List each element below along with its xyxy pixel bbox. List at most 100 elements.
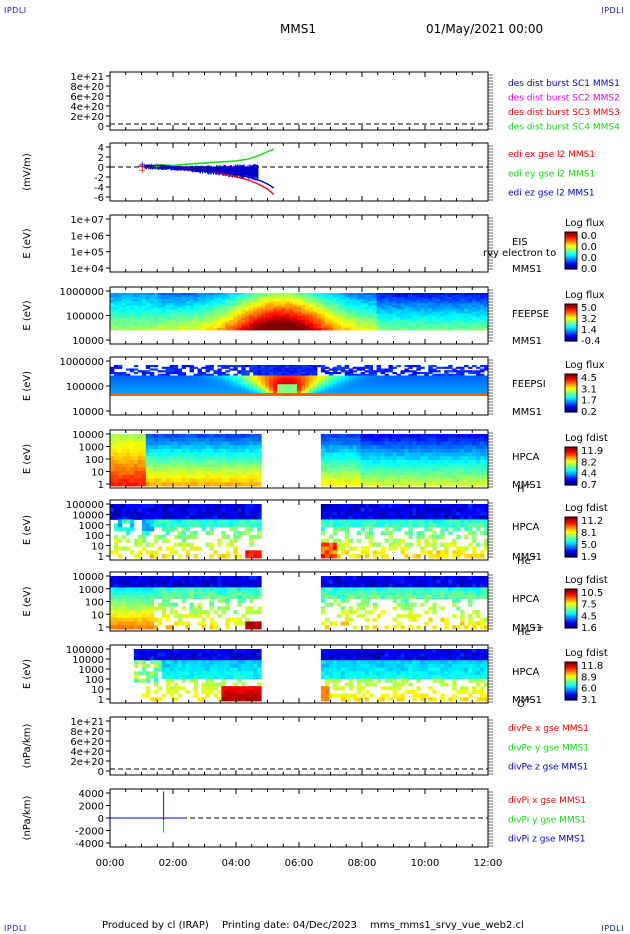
heatmap-cell	[241, 441, 246, 446]
heatmap-cell	[460, 482, 465, 487]
heatmap-cell	[121, 297, 127, 300]
heatmap-cell	[456, 301, 461, 304]
heatmap-cell	[476, 293, 481, 296]
heatmap-cell	[157, 325, 163, 329]
heatmap-cell	[468, 315, 473, 319]
heatmap-cell	[476, 325, 481, 329]
heatmap-cell	[129, 441, 135, 446]
colorbar-cell	[565, 232, 577, 234]
heatmap-cell	[125, 323, 131, 327]
heatmap-cell	[233, 373, 238, 376]
heatmap-cell	[360, 391, 366, 394]
heatmap-cell	[444, 377, 449, 380]
y-tick-label: 0	[98, 163, 104, 174]
heatmap-cell	[289, 327, 294, 331]
heatmap-cell	[249, 327, 254, 331]
heatmap-cell	[117, 325, 123, 329]
heatmap-cell	[344, 391, 350, 394]
heatmap-cell	[117, 299, 123, 302]
heatmap-cell	[376, 391, 381, 394]
heatmap-cell	[396, 295, 401, 298]
heatmap-cell	[113, 377, 119, 380]
heatmap-cell	[249, 303, 254, 306]
heatmap-cell	[201, 293, 206, 296]
heatmap-cell	[141, 301, 147, 304]
heatmap-cell	[312, 382, 318, 385]
heatmap-cell	[133, 482, 139, 487]
heatmap-cell	[376, 387, 381, 390]
heatmap-cell	[340, 375, 346, 378]
heatmap-cell	[392, 299, 397, 302]
heatmap-cell	[137, 463, 143, 468]
heatmap-cell	[384, 309, 389, 312]
heatmap-cell	[269, 382, 274, 385]
heatmap-cell	[133, 437, 139, 442]
heatmap-cell	[177, 311, 183, 314]
heatmap-cell	[356, 299, 362, 302]
heatmap-cell	[193, 373, 198, 376]
heatmap-cell	[456, 309, 461, 312]
heatmap-cell	[145, 389, 151, 392]
heatmap-cell	[117, 474, 123, 479]
heatmap-cell	[364, 323, 370, 327]
heatmap-cell	[416, 372, 421, 375]
colorbar-cell	[565, 254, 577, 257]
y-tick-label: -2	[94, 173, 104, 184]
heatmap-cell	[197, 441, 202, 446]
heatmap-cell	[480, 323, 485, 327]
heatmap-cell	[336, 366, 342, 369]
heatmap-cell	[352, 323, 358, 327]
heatmap-cell	[364, 375, 370, 378]
heatmap-cell	[468, 471, 473, 476]
heatmap-cell	[388, 452, 393, 457]
heatmap-cell	[324, 319, 330, 323]
heatmap-cell	[312, 384, 318, 387]
heatmap-cell	[281, 327, 286, 331]
heatmap-cell	[285, 319, 290, 323]
heatmap-cell	[153, 295, 159, 298]
heatmap-cell	[464, 295, 469, 298]
heatmap-cell	[245, 372, 250, 375]
heatmap-cell	[293, 377, 298, 380]
colorbar-cell	[565, 379, 577, 381]
heatmap-cell	[145, 295, 151, 298]
heatmap-cell	[225, 325, 230, 329]
heatmap-cell	[392, 303, 397, 306]
heatmap-cell	[484, 382, 489, 385]
heatmap-cell	[396, 379, 401, 382]
heatmap-cell	[336, 368, 342, 371]
heatmap-cell	[241, 377, 246, 380]
heatmap-cell	[209, 379, 214, 382]
heatmap-cell	[237, 384, 242, 387]
heatmap-cell	[432, 380, 437, 383]
heatmap-cell	[388, 327, 393, 331]
heatmap-cell	[420, 377, 425, 380]
heatmap-cell	[456, 375, 461, 378]
heatmap-cell	[181, 317, 186, 321]
heatmap-cell	[332, 317, 338, 321]
heatmap-cell	[117, 380, 123, 383]
heatmap-cell	[225, 474, 230, 479]
heatmap-cell	[452, 368, 457, 371]
heatmap-cell	[424, 389, 429, 392]
heatmap-cell	[456, 380, 461, 383]
heatmap-cell	[273, 366, 278, 369]
heatmap-cell	[273, 375, 278, 378]
heatmap-cell	[364, 311, 370, 314]
heatmap-cell	[277, 379, 282, 382]
heatmap-cell	[456, 382, 461, 385]
heatmap-cell	[197, 463, 202, 468]
heatmap-cell	[145, 321, 151, 325]
heatmap-cell	[376, 323, 381, 327]
heatmap-cell	[293, 297, 298, 300]
heatmap-cell	[412, 315, 417, 319]
heatmap-cell	[261, 382, 266, 385]
heatmap-cell	[253, 317, 258, 321]
heatmap-cell	[185, 437, 190, 442]
heatmap-cell	[396, 467, 401, 472]
heatmap-cell	[364, 317, 370, 321]
heatmap-cell	[125, 321, 131, 325]
heatmap-cell	[149, 301, 155, 304]
heatmap-cell	[193, 377, 198, 380]
heatmap-cell	[145, 445, 151, 450]
